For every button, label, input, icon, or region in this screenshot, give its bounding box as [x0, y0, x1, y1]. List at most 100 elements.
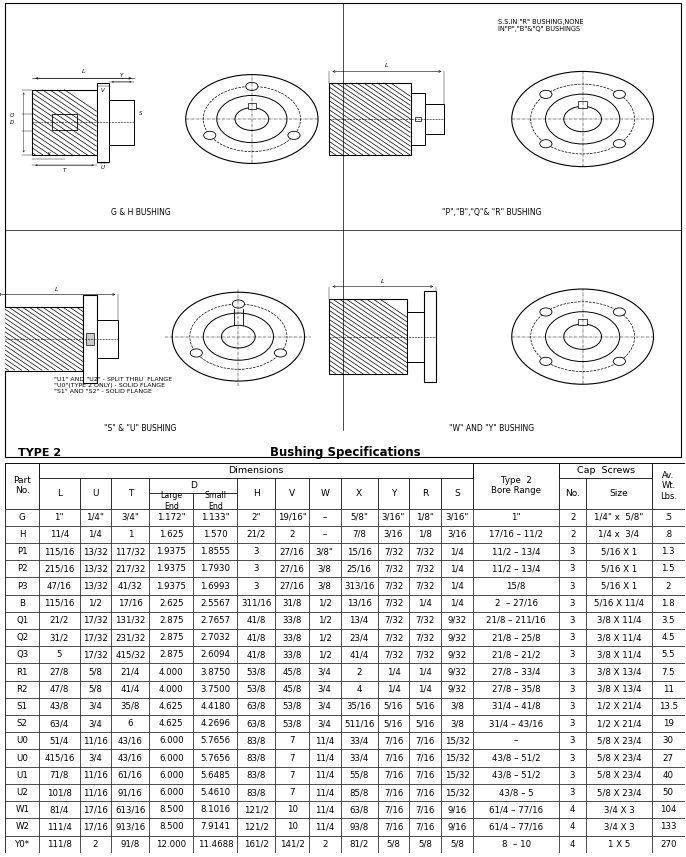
Text: 27/8 – 33/4: 27/8 – 33/4: [492, 668, 541, 676]
Circle shape: [613, 140, 626, 147]
Text: 1/4" x  5/8": 1/4" x 5/8": [594, 512, 643, 522]
Bar: [559, 732, 586, 750]
Circle shape: [540, 308, 552, 316]
Bar: [341, 595, 378, 612]
Bar: [309, 698, 341, 715]
Text: T: T: [128, 488, 133, 498]
Text: 81/4: 81/4: [49, 806, 69, 814]
Text: U1: U1: [16, 770, 28, 780]
Text: 3/8: 3/8: [450, 702, 464, 711]
Text: 1.570: 1.570: [203, 530, 228, 539]
Text: 15/16: 15/16: [346, 547, 372, 556]
Circle shape: [613, 308, 626, 316]
Bar: [652, 750, 685, 767]
Text: "U1" AND "U2" - SPLIT THRU  FLANGE
"U0"(TYPE 2 ONLY) - SOLID FLANGE
"S1" AND "S2: "U1" AND "U2" - SPLIT THRU FLANGE "U0"(T…: [54, 377, 172, 394]
Text: 1/2: 1/2: [318, 633, 332, 642]
Text: 11: 11: [663, 685, 674, 694]
Bar: [237, 595, 275, 612]
Bar: [150, 784, 193, 801]
Text: 5/16: 5/16: [384, 719, 403, 728]
Text: 3/16": 3/16": [382, 512, 405, 522]
Text: 7/32: 7/32: [416, 565, 435, 573]
Bar: [410, 836, 441, 853]
Bar: [5, 732, 39, 750]
Bar: [111, 646, 150, 663]
Bar: [473, 595, 559, 612]
Bar: [441, 663, 473, 680]
Text: 4: 4: [570, 823, 576, 831]
Bar: [150, 494, 193, 509]
Circle shape: [545, 312, 619, 362]
Bar: [441, 680, 473, 698]
Text: 2.625: 2.625: [159, 599, 184, 608]
Bar: [39, 818, 80, 836]
Text: S1: S1: [16, 702, 27, 711]
Bar: [275, 646, 309, 663]
Bar: [559, 478, 586, 509]
Text: V: V: [101, 88, 104, 93]
Bar: [111, 715, 150, 732]
Bar: [275, 818, 309, 836]
Text: 27/16: 27/16: [280, 582, 305, 590]
Text: 5.4610: 5.4610: [200, 788, 230, 797]
Text: X: X: [47, 153, 50, 158]
Text: 6.000: 6.000: [159, 736, 184, 746]
Text: 2.7657: 2.7657: [200, 616, 230, 625]
Text: 311/16: 311/16: [241, 599, 272, 608]
Bar: [237, 612, 275, 629]
Bar: [329, 299, 407, 374]
Bar: [652, 698, 685, 715]
Bar: [473, 463, 559, 509]
Text: 1.8555: 1.8555: [200, 547, 230, 556]
Bar: [193, 663, 237, 680]
Text: 7/16: 7/16: [416, 736, 435, 746]
Text: 1/4: 1/4: [418, 685, 432, 694]
Text: 3.8750: 3.8750: [200, 668, 230, 676]
Text: 47/8: 47/8: [49, 685, 69, 694]
Bar: [415, 117, 421, 121]
Bar: [586, 612, 652, 629]
Text: 2.875: 2.875: [159, 650, 184, 659]
Bar: [5, 526, 39, 543]
Text: 11/16: 11/16: [83, 788, 108, 797]
Text: 3: 3: [570, 582, 576, 590]
Text: 7/16: 7/16: [416, 788, 435, 797]
Bar: [275, 612, 309, 629]
Text: Type  2
Bore Range: Type 2 Bore Range: [491, 476, 541, 495]
Bar: [473, 750, 559, 767]
Bar: [5, 836, 39, 853]
Circle shape: [233, 300, 244, 308]
Bar: [5, 543, 39, 560]
Bar: [410, 595, 441, 612]
Bar: [586, 478, 652, 509]
Bar: [150, 680, 193, 698]
Text: 3: 3: [570, 668, 576, 676]
Bar: [309, 801, 341, 818]
Bar: [237, 526, 275, 543]
Text: 7/16: 7/16: [384, 770, 403, 780]
Text: 11/4: 11/4: [315, 823, 335, 831]
Bar: [39, 543, 80, 560]
Bar: [341, 663, 378, 680]
Bar: [559, 680, 586, 698]
Bar: [39, 767, 80, 784]
Bar: [425, 104, 445, 135]
Bar: [341, 784, 378, 801]
Bar: [473, 715, 559, 732]
Bar: [193, 494, 237, 509]
Text: 111/4: 111/4: [47, 823, 72, 831]
Bar: [83, 295, 97, 383]
Bar: [193, 715, 237, 732]
Text: –: –: [514, 736, 519, 746]
Text: 3: 3: [254, 582, 259, 590]
Text: 5/8: 5/8: [88, 668, 102, 676]
Text: 415/16: 415/16: [44, 753, 75, 763]
Bar: [193, 509, 237, 526]
Text: 15/32: 15/32: [445, 753, 469, 763]
Bar: [109, 100, 134, 146]
Bar: [559, 560, 586, 578]
Bar: [111, 767, 150, 784]
Text: L: L: [381, 279, 385, 284]
Text: 3: 3: [570, 633, 576, 642]
Bar: [473, 543, 559, 560]
